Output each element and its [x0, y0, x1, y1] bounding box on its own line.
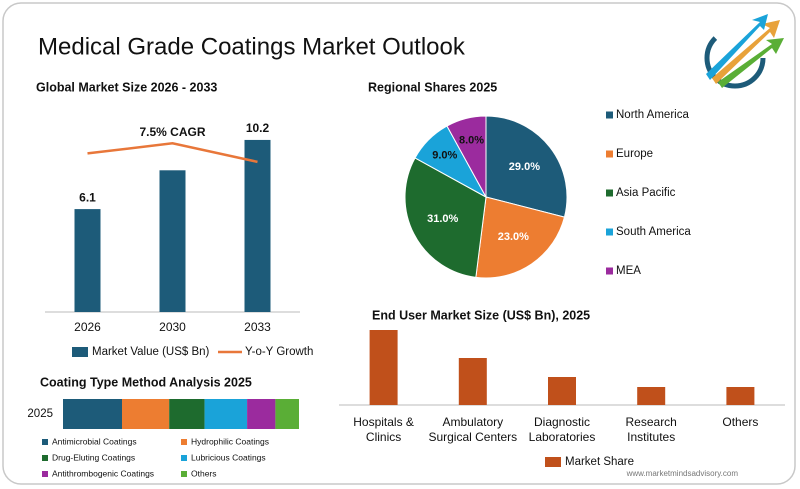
pie-slice [475, 196, 566, 279]
value-label: 31.0% [427, 213, 458, 225]
x-tick-label: Hospitals & Clinics [353, 415, 414, 444]
value-label: 9.0% [432, 150, 457, 162]
y-tick-label: 2025 [27, 408, 53, 420]
bar-segment [275, 399, 299, 429]
legend-label: MEA [616, 265, 641, 277]
legend-swatch [42, 455, 48, 461]
legend-label: Drug-Eluting Coatings [52, 452, 135, 462]
bar [458, 358, 487, 405]
line-series [87, 142, 258, 164]
legend-label: Antithrombogenic Coatings [52, 468, 154, 478]
bar-segment [169, 399, 205, 429]
legend-label: Y-o-Y Growth [245, 346, 313, 358]
annotation: 7.5% CAGR [139, 125, 205, 139]
legend-swatch [606, 267, 613, 275]
x-tick-label: Ambulatory Surgical Centers [428, 415, 518, 444]
pie-slice [404, 157, 487, 278]
legend-swatch [42, 439, 48, 445]
bar [369, 330, 398, 405]
bar [159, 170, 186, 312]
chart-title: End User Market Size (US$ Bn), 2025 [372, 308, 590, 322]
legend-label: Others [191, 468, 217, 478]
legend-swatch [181, 439, 187, 445]
x-tick-label: 2030 [159, 320, 186, 334]
chart-title: Coating Type Method Analysis 2025 [40, 375, 252, 389]
value-label: 23.0% [498, 231, 529, 243]
bar [637, 387, 666, 405]
legend-swatch [606, 228, 613, 236]
value-label: 10.2 [246, 121, 270, 135]
legend-swatch [545, 457, 561, 467]
legend-label: Lubricious Coatings [191, 452, 266, 462]
x-tick-label: Research Institutes [625, 415, 677, 444]
legend-label: Europe [616, 148, 653, 160]
legend-swatch [181, 455, 187, 461]
pie-slice [485, 115, 568, 218]
value-label: 6.1 [79, 190, 96, 204]
logo [704, 14, 784, 89]
legend-swatch [606, 150, 613, 158]
chart-title: Regional Shares 2025 [368, 80, 497, 94]
bar [74, 209, 101, 312]
bar-segment [204, 399, 248, 429]
bar [244, 139, 271, 312]
value-label: 8.0% [459, 134, 484, 146]
bar-segment [122, 399, 170, 429]
legend-label: Market Value (US$ Bn) [92, 346, 210, 358]
legend-label: Asia Pacific [616, 187, 676, 199]
x-tick-label: 2033 [244, 320, 271, 334]
legend-label: Antimicrobial Coatings [52, 436, 137, 446]
page-title: Medical Grade Coatings Market Outlook [38, 33, 466, 60]
legend-label: Hydrophilic Coatings [191, 436, 269, 446]
bar-segment [247, 399, 276, 429]
x-tick-label: 2026 [74, 320, 101, 334]
bar [726, 387, 755, 405]
footer: www.marketmindsadvisory.com [626, 469, 739, 478]
value-label: 29.0% [509, 161, 540, 173]
bar [548, 377, 576, 405]
legend-label: South America [616, 226, 691, 238]
bar-segment [63, 399, 122, 429]
legend-label: North America [616, 109, 689, 121]
x-tick-label: Diagnostic Laboratories [528, 415, 596, 444]
legend-swatch [42, 471, 48, 477]
legend-swatch [606, 111, 613, 119]
pie-slice [446, 115, 487, 198]
legend-swatch [606, 189, 613, 197]
legend-label: Market Share [565, 456, 634, 468]
chart-title: Global Market Size 2026 - 2033 [36, 80, 217, 94]
legend-swatch [72, 347, 88, 357]
legend-swatch [181, 471, 187, 477]
x-tick-label: Others [722, 415, 759, 429]
